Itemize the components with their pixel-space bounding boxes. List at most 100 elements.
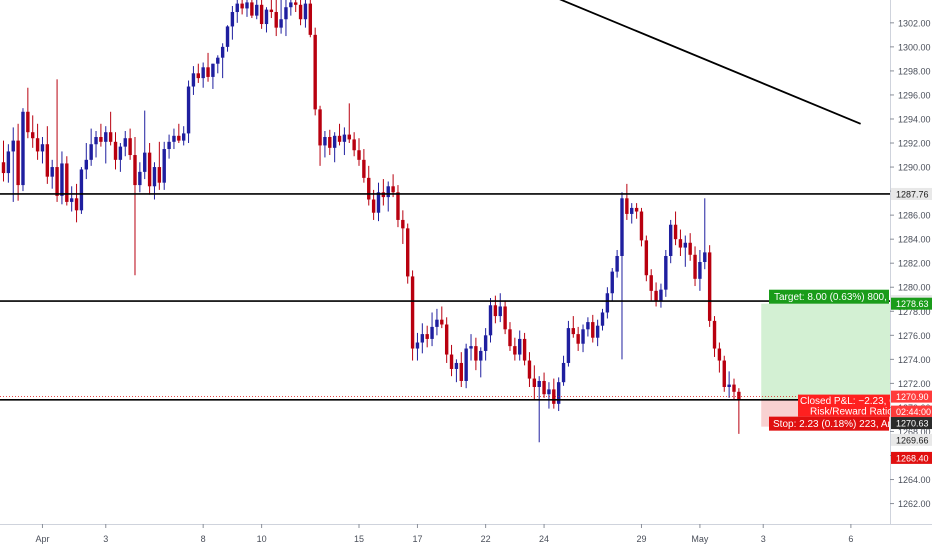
candle-body: [474, 346, 478, 361]
price-tick-label: 1262.00: [898, 499, 931, 509]
price-tick-label: 1278.00: [898, 307, 931, 317]
candle-body: [240, 3, 244, 9]
target-label: Target: 8.00 (0.63%) 800,: [774, 292, 887, 303]
candle-body: [620, 198, 624, 256]
candle-body: [513, 346, 517, 355]
candle-body: [483, 335, 488, 351]
price-tick-label: 1290.00: [898, 163, 931, 173]
candle-body: [138, 171, 142, 186]
candle-body: [703, 252, 707, 262]
candle-body: [264, 9, 269, 25]
candle-body: [21, 111, 25, 186]
price-tick-label: 1282.00: [898, 259, 931, 269]
candle-body: [1, 162, 6, 174]
stop-label-bg: [769, 416, 889, 431]
price-axis-tag: [891, 187, 932, 200]
candle-body: [35, 138, 40, 152]
candle-body: [289, 2, 293, 8]
stop-label: Stop: 2.23 (0.18%) 223, Am: [773, 419, 896, 430]
time-tick-label: May: [691, 534, 709, 544]
candle-body: [561, 362, 566, 383]
candle-body: [576, 334, 580, 344]
target-zone: [761, 303, 890, 400]
candle-body: [157, 167, 162, 183]
candle-body: [498, 306, 502, 317]
candle-body: [45, 144, 50, 177]
time-axis-bg: [0, 524, 932, 550]
candle-body: [376, 192, 381, 213]
time-tick-label: Apr: [35, 534, 49, 544]
candle-body: [591, 322, 595, 338]
candle-body: [707, 252, 712, 321]
candle-body: [216, 57, 220, 64]
candle-body: [186, 86, 191, 134]
time-tick-label: 3: [103, 534, 108, 544]
candle-body: [664, 255, 668, 290]
candle-body: [143, 152, 147, 172]
price-tick-label: 1302.00: [898, 18, 931, 28]
candle-body: [644, 240, 649, 276]
candle-body: [552, 389, 556, 404]
candle-body: [396, 192, 400, 220]
candle-body: [673, 224, 678, 240]
candle-body: [313, 34, 317, 110]
candle-body: [678, 239, 683, 248]
candle-body: [630, 207, 634, 214]
candle-body: [279, 19, 283, 28]
time-axis[interactable]: Apr 3 8 10 15 17 22 24 29 May 3 6: [0, 524, 932, 550]
candle-body: [172, 135, 176, 142]
candle-body: [342, 134, 347, 142]
candle-body: [303, 3, 308, 20]
candle-body: [274, 12, 278, 28]
candle-body: [118, 146, 123, 160]
candle-body: [440, 319, 444, 325]
candle-body: [245, 2, 249, 9]
candle-body: [269, 9, 274, 13]
candle-body: [16, 140, 20, 186]
candle-body: [367, 177, 371, 200]
time-tick-label: 3: [761, 534, 766, 544]
candle-body: [435, 319, 439, 327]
candle-body: [503, 306, 507, 330]
time-tick-label: 10: [257, 534, 267, 544]
price-tick-label: 1294.00: [898, 114, 931, 124]
price-tick-label: 1268.00: [898, 427, 931, 437]
drawn-lines[interactable]: [0, 0, 890, 401]
candle-body: [128, 138, 132, 156]
candle-body: [488, 305, 493, 336]
candle-body: [406, 228, 410, 277]
candle-body: [357, 150, 361, 160]
time-tick-label: 15: [354, 534, 364, 544]
candle-body: [683, 242, 687, 248]
price-axis-tag-label: 1278.63: [896, 299, 929, 309]
candle-body: [294, 2, 298, 5]
candle-body: [479, 350, 483, 361]
candle-body: [108, 132, 113, 142]
candle-body: [386, 186, 390, 198]
candle-body: [527, 360, 532, 379]
candle-body: [323, 137, 327, 146]
price-tick-label: 1296.00: [898, 90, 931, 100]
candle-body: [60, 163, 64, 196]
candle-body: [688, 242, 692, 255]
price-axis-tag-label: 02:44:00: [896, 407, 931, 417]
candle-body: [722, 360, 726, 387]
candle-body: [201, 67, 205, 79]
trendline: [559, 0, 861, 125]
candle-body: [152, 167, 157, 187]
price-axis[interactable]: 1302.00 1300.00 1298.00 1296.00 1294.00 1292.…: [890, 0, 932, 524]
price-tick-label: 1274.00: [898, 355, 931, 365]
candle-body: [337, 135, 342, 142]
candle-body: [639, 211, 644, 241]
candle-body: [89, 144, 93, 160]
candle-body: [99, 137, 103, 142]
candle-body: [133, 155, 137, 186]
candle-body: [532, 378, 537, 387]
time-tick-label: 17: [412, 534, 422, 544]
candle-body: [459, 362, 463, 381]
candle-body: [259, 4, 264, 25]
candle-body: [196, 73, 200, 79]
